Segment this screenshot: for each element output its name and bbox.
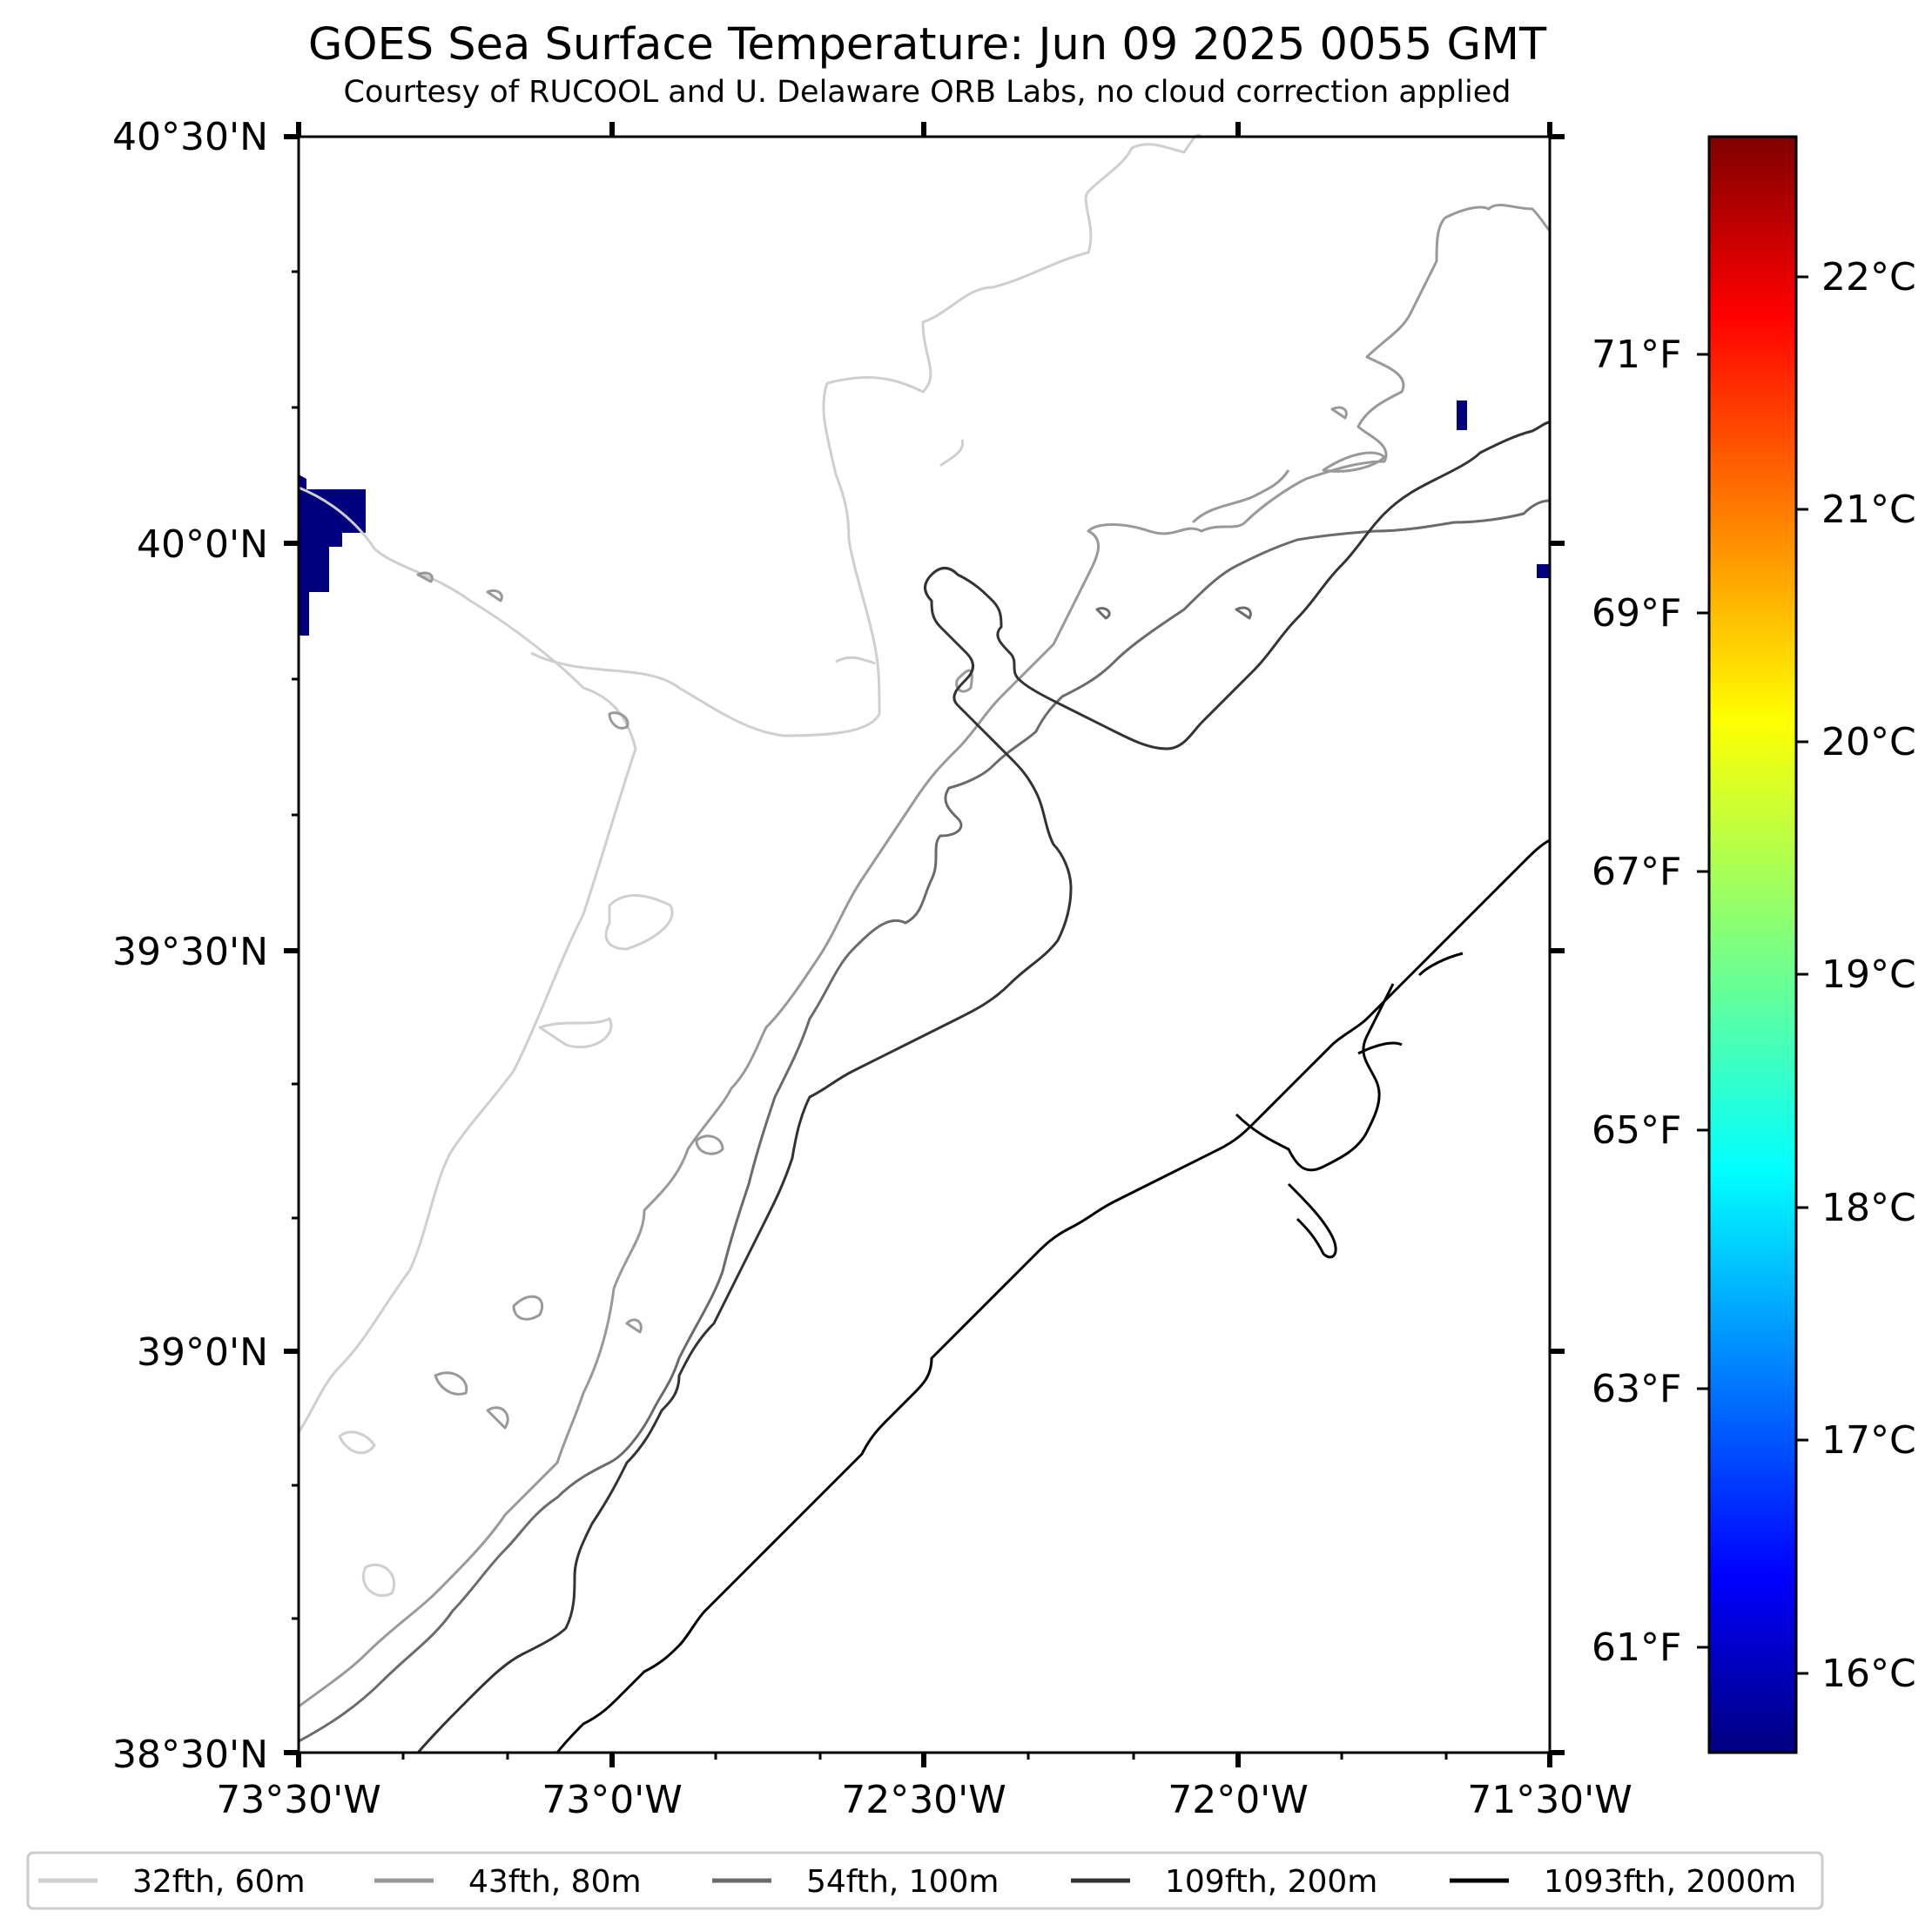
lon-label: 72°30'W bbox=[841, 1778, 1006, 1822]
legend-label: 43fth, 80m bbox=[468, 1864, 642, 1900]
colorbar-celsius-label: 16°C bbox=[1821, 1652, 1916, 1696]
lat-label: 38°30'N bbox=[112, 1733, 268, 1777]
colorbar-celsius-label: 22°C bbox=[1821, 255, 1916, 300]
no-data-patch-northwest bbox=[299, 475, 366, 636]
contour-200m bbox=[416, 421, 1551, 1753]
contour-2000m bbox=[555, 838, 1551, 1753]
lat-label: 40°0'N bbox=[137, 522, 268, 567]
legend-label: 32fth, 60m bbox=[132, 1864, 306, 1900]
colorbar-fahrenheit-label: 61°F bbox=[1592, 1625, 1681, 1670]
lon-label: 73°30'W bbox=[216, 1778, 381, 1822]
colorbar: 22°C 21°C 20°C 19°C 18°C 17°C 16°C 71°F … bbox=[1592, 135, 1916, 1754]
latitude-labels: 40°30'N 40°0'N 39°30'N 39°0'N 38°30'N bbox=[112, 115, 268, 1777]
legend-item: 32fth, 60m bbox=[38, 1864, 306, 1900]
lat-label: 39°30'N bbox=[112, 930, 268, 974]
legend-label: 109fth, 200m bbox=[1165, 1864, 1377, 1900]
colorbar-fahrenheit-label: 71°F bbox=[1592, 333, 1681, 377]
legend-item: 1093fth, 2000m bbox=[1450, 1864, 1796, 1900]
contour-80m bbox=[298, 204, 1552, 1708]
chart-subtitle: Courtesy of RUCOOL and U. Delaware ORB L… bbox=[343, 75, 1511, 110]
legend-item: 43fth, 80m bbox=[374, 1864, 642, 1900]
no-data-patches bbox=[299, 400, 1550, 636]
colorbar-celsius-label: 20°C bbox=[1821, 720, 1916, 764]
colorbar-fahrenheit-label: 63°F bbox=[1592, 1367, 1681, 1411]
lon-label: 73°0'W bbox=[542, 1778, 683, 1822]
no-data-patch-east bbox=[1537, 564, 1550, 578]
no-data-patch-northeast bbox=[1457, 400, 1467, 430]
legend-box bbox=[26, 1851, 1824, 1910]
legend-item: 54fth, 100m bbox=[712, 1864, 999, 1900]
legend-label: 54fth, 100m bbox=[806, 1864, 999, 1900]
colorbar-celsius-label: 17°C bbox=[1821, 1418, 1916, 1463]
contour-60m bbox=[297, 133, 1203, 1598]
lon-label: 71°30'W bbox=[1467, 1778, 1632, 1822]
map-panel bbox=[297, 133, 1552, 1754]
longitude-labels: 73°30'W 73°0'W 72°30'W 72°0'W 71°30'W bbox=[216, 1778, 1632, 1822]
legend: 32fth, 60m 43fth, 80m 54fth, 100m 109fth… bbox=[26, 1851, 1824, 1910]
colorbar-gradient bbox=[1707, 135, 1798, 1754]
contour-100m bbox=[298, 499, 1551, 1743]
legend-item: 109fth, 200m bbox=[1071, 1864, 1377, 1900]
lat-label: 39°0'N bbox=[137, 1330, 268, 1375]
lat-label: 40°30'N bbox=[112, 115, 268, 159]
map-ticks bbox=[284, 122, 1565, 1767]
colorbar-fahrenheit-label: 69°F bbox=[1592, 591, 1681, 636]
colorbar-celsius-label: 19°C bbox=[1821, 952, 1916, 997]
colorbar-celsius-label: 18°C bbox=[1821, 1186, 1916, 1230]
colorbar-celsius-label: 21°C bbox=[1821, 488, 1916, 532]
colorbar-fahrenheit-label: 65°F bbox=[1592, 1108, 1681, 1153]
colorbar-fahrenheit-label: 67°F bbox=[1592, 850, 1681, 894]
chart-title: GOES Sea Surface Temperature: Jun 09 202… bbox=[307, 19, 1547, 71]
map-minor-ticks bbox=[292, 270, 1448, 1760]
legend-label: 1093fth, 2000m bbox=[1544, 1864, 1796, 1900]
lon-label: 72°0'W bbox=[1168, 1778, 1309, 1822]
